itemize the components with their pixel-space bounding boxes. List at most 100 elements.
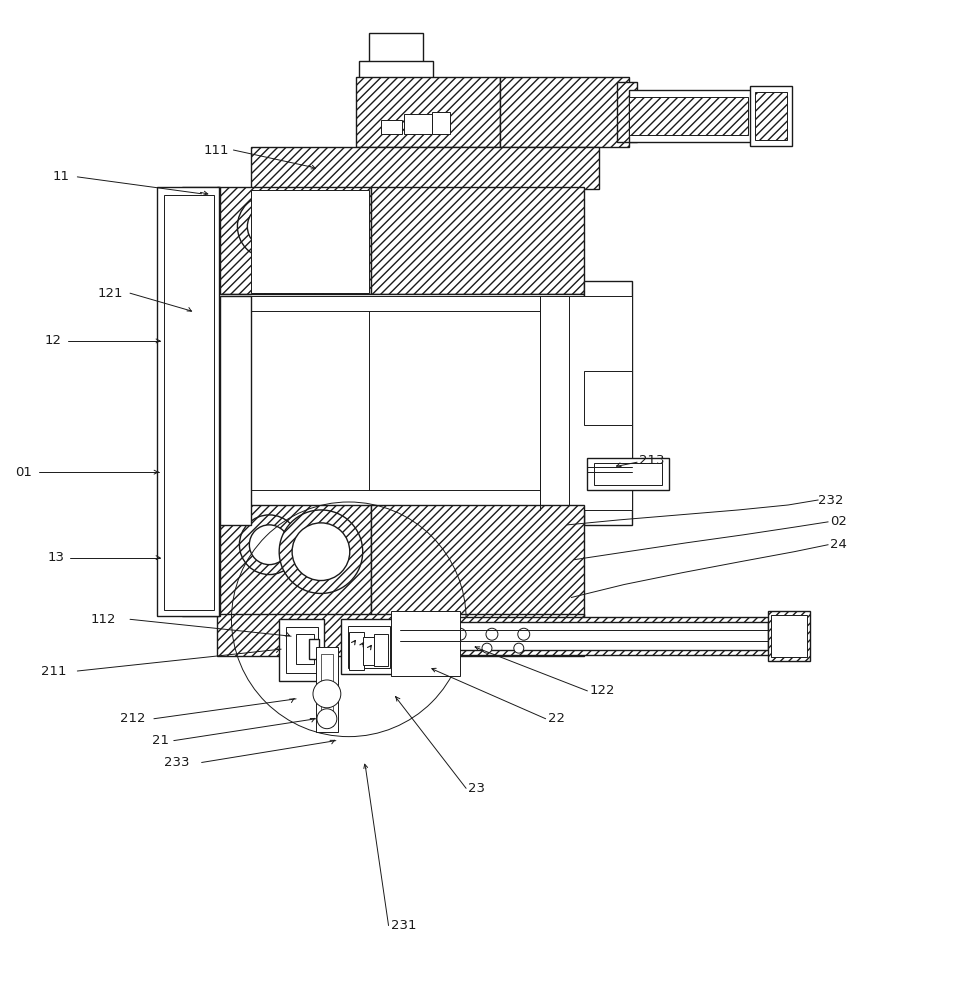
Bar: [182, 187, 219, 294]
Circle shape: [247, 205, 291, 248]
Text: 02: 02: [830, 515, 847, 528]
Bar: [164, 218, 182, 222]
Bar: [348, 626, 389, 668]
Bar: [164, 578, 182, 582]
Circle shape: [313, 680, 341, 708]
Bar: [433, 112, 450, 134]
Bar: [371, 505, 584, 616]
Bar: [321, 654, 333, 726]
Text: 211: 211: [41, 665, 66, 678]
Bar: [251, 296, 589, 311]
Circle shape: [518, 628, 529, 640]
Bar: [251, 190, 369, 293]
Bar: [164, 206, 182, 210]
Bar: [395, 617, 774, 655]
Bar: [164, 236, 182, 240]
Bar: [189, 195, 217, 286]
Bar: [584, 281, 632, 525]
Bar: [381, 120, 403, 134]
Bar: [164, 566, 182, 570]
Bar: [279, 619, 324, 681]
Bar: [164, 512, 182, 516]
Bar: [164, 259, 182, 263]
Bar: [156, 505, 185, 616]
Text: 111: 111: [204, 144, 229, 157]
Bar: [164, 524, 182, 528]
Circle shape: [295, 206, 347, 257]
Bar: [164, 230, 182, 234]
Circle shape: [450, 643, 460, 653]
Bar: [751, 86, 792, 146]
Bar: [164, 247, 182, 251]
Bar: [358, 61, 434, 78]
Bar: [316, 647, 338, 732]
Bar: [216, 505, 371, 616]
Bar: [374, 634, 387, 666]
Text: 24: 24: [830, 538, 847, 551]
Circle shape: [482, 643, 492, 653]
Circle shape: [317, 709, 337, 729]
Bar: [349, 632, 363, 670]
Text: 21: 21: [152, 734, 169, 747]
Bar: [182, 505, 219, 616]
Bar: [164, 277, 182, 281]
Circle shape: [279, 510, 362, 593]
Bar: [355, 77, 499, 147]
Text: 231: 231: [390, 919, 416, 932]
Bar: [297, 634, 314, 664]
Text: 22: 22: [548, 712, 564, 725]
Bar: [405, 114, 433, 134]
Circle shape: [292, 523, 350, 581]
Text: 122: 122: [589, 684, 615, 697]
Bar: [164, 584, 182, 587]
Bar: [164, 253, 182, 257]
Bar: [629, 97, 749, 135]
Bar: [164, 194, 182, 198]
Bar: [164, 518, 182, 522]
Text: 01: 01: [14, 466, 32, 479]
Bar: [164, 542, 182, 546]
Bar: [164, 195, 213, 610]
Bar: [371, 187, 584, 294]
Bar: [251, 147, 599, 189]
Bar: [587, 458, 668, 490]
Bar: [309, 639, 319, 659]
Text: 23: 23: [469, 782, 485, 795]
Circle shape: [238, 195, 301, 258]
Circle shape: [454, 628, 467, 640]
Bar: [341, 619, 395, 674]
Bar: [164, 536, 182, 540]
Bar: [395, 622, 768, 650]
Bar: [164, 554, 182, 558]
Bar: [499, 77, 629, 147]
Bar: [567, 296, 632, 510]
Bar: [390, 611, 460, 676]
Bar: [164, 560, 182, 564]
Bar: [251, 490, 589, 505]
Bar: [216, 294, 584, 523]
Text: 112: 112: [90, 613, 116, 626]
Bar: [164, 265, 182, 269]
Bar: [755, 92, 787, 140]
Bar: [156, 187, 185, 294]
Text: 212: 212: [120, 712, 146, 725]
Circle shape: [249, 525, 289, 565]
Bar: [164, 241, 182, 245]
Text: 12: 12: [44, 334, 62, 347]
Circle shape: [486, 628, 497, 640]
Bar: [540, 296, 570, 510]
Bar: [164, 224, 182, 228]
Circle shape: [514, 643, 524, 653]
Text: 213: 213: [639, 454, 665, 467]
Bar: [286, 627, 318, 673]
Bar: [164, 212, 182, 216]
Bar: [164, 271, 182, 275]
Bar: [771, 615, 808, 657]
Circle shape: [240, 515, 299, 575]
Bar: [584, 371, 632, 425]
Bar: [164, 530, 182, 534]
Bar: [164, 595, 182, 599]
Circle shape: [283, 194, 358, 269]
Bar: [164, 283, 182, 287]
Bar: [164, 200, 182, 204]
